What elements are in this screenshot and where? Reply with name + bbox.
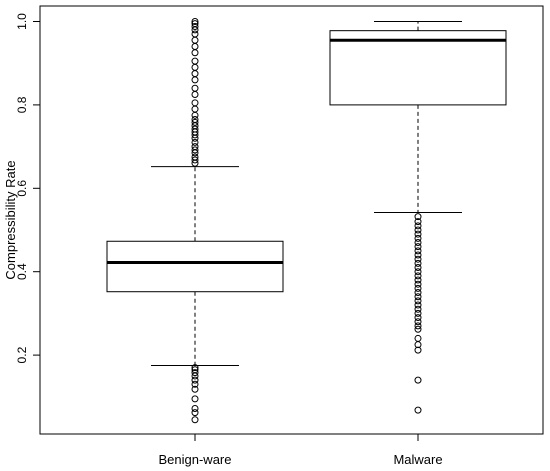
box-group bbox=[329, 21, 507, 414]
outlier-point bbox=[414, 247, 422, 255]
outlier-point bbox=[414, 251, 422, 259]
outlier-point bbox=[191, 49, 199, 57]
x-axis: Benign-ware Malware bbox=[159, 434, 443, 467]
outlier-point bbox=[414, 322, 422, 330]
outlier-point bbox=[414, 318, 422, 326]
plot-frame bbox=[39, 5, 544, 435]
outlier-point bbox=[414, 305, 422, 313]
outlier-point bbox=[414, 272, 422, 280]
outlier-point bbox=[414, 218, 422, 226]
y-tick-label: 0.6 bbox=[15, 180, 29, 197]
outlier-point bbox=[414, 301, 422, 309]
outlier-point bbox=[191, 90, 199, 98]
outlier-point bbox=[191, 385, 199, 393]
iqr-box bbox=[106, 240, 284, 293]
outlier-point bbox=[414, 243, 422, 251]
outlier-point bbox=[414, 334, 422, 342]
outlier-point bbox=[191, 364, 199, 372]
outlier-point bbox=[191, 404, 199, 412]
outlier-point bbox=[191, 70, 199, 78]
outlier-point bbox=[191, 143, 199, 151]
outlier-point bbox=[191, 99, 199, 107]
outlier-point bbox=[414, 239, 422, 247]
outlier-point bbox=[191, 30, 199, 38]
outlier-point bbox=[414, 284, 422, 292]
outlier-point bbox=[414, 309, 422, 317]
outlier-point bbox=[191, 76, 199, 84]
outlier-point bbox=[191, 84, 199, 92]
outlier-point bbox=[414, 213, 422, 221]
outlier-point bbox=[191, 380, 199, 388]
outlier-point bbox=[414, 289, 422, 297]
outlier-point bbox=[191, 111, 199, 119]
outlier-point bbox=[191, 416, 199, 424]
y-tick-label: 0.2 bbox=[15, 346, 29, 363]
outlier-point bbox=[414, 314, 422, 322]
box-layer bbox=[106, 18, 507, 424]
outlier-point bbox=[414, 276, 422, 284]
outlier-point bbox=[414, 293, 422, 301]
outlier-point bbox=[414, 280, 422, 288]
outlier-point bbox=[414, 255, 422, 263]
outlier-point bbox=[191, 105, 199, 113]
outlier-point bbox=[191, 366, 199, 374]
box-group bbox=[106, 18, 284, 424]
y-tick-label: 0.4 bbox=[15, 263, 29, 280]
outlier-point bbox=[191, 118, 199, 126]
x-tick-label: Malware bbox=[393, 452, 442, 467]
outlier-point bbox=[191, 18, 199, 25]
y-axis-title: Compressibility Rate bbox=[3, 160, 18, 279]
outlier-point bbox=[191, 20, 199, 28]
outlier-point bbox=[191, 43, 199, 51]
outlier-point bbox=[414, 230, 422, 238]
outlier-point bbox=[191, 409, 199, 417]
outlier-point bbox=[414, 268, 422, 276]
outlier-point bbox=[191, 138, 199, 146]
outlier-point bbox=[191, 369, 199, 377]
outlier-point bbox=[191, 115, 199, 123]
outlier-point bbox=[414, 264, 422, 272]
y-tick-label: 1.0 bbox=[15, 13, 29, 30]
outlier-point bbox=[191, 146, 199, 154]
outlier-point bbox=[191, 57, 199, 65]
outlier-point bbox=[191, 23, 199, 31]
outlier-point bbox=[414, 346, 422, 354]
outlier-point bbox=[414, 297, 422, 305]
outlier-point bbox=[191, 36, 199, 44]
outlier-point bbox=[191, 63, 199, 71]
y-axis: 0.2 0.4 0.6 0.8 1.0 bbox=[15, 13, 40, 363]
outlier-point bbox=[414, 222, 422, 230]
outlier-point bbox=[414, 376, 422, 384]
outlier-point bbox=[191, 125, 199, 133]
outlier-point bbox=[191, 153, 199, 161]
outlier-point bbox=[414, 406, 422, 414]
outlier-point bbox=[414, 226, 422, 234]
outlier-point bbox=[191, 156, 199, 164]
outlier-point bbox=[191, 395, 199, 403]
outlier-point bbox=[191, 376, 199, 384]
x-tick-label: Benign-ware bbox=[159, 452, 232, 467]
outlier-point bbox=[414, 234, 422, 242]
y-tick-label: 0.8 bbox=[15, 96, 29, 113]
outlier-point bbox=[414, 325, 422, 333]
outlier-point bbox=[414, 259, 422, 267]
iqr-box bbox=[329, 30, 507, 106]
